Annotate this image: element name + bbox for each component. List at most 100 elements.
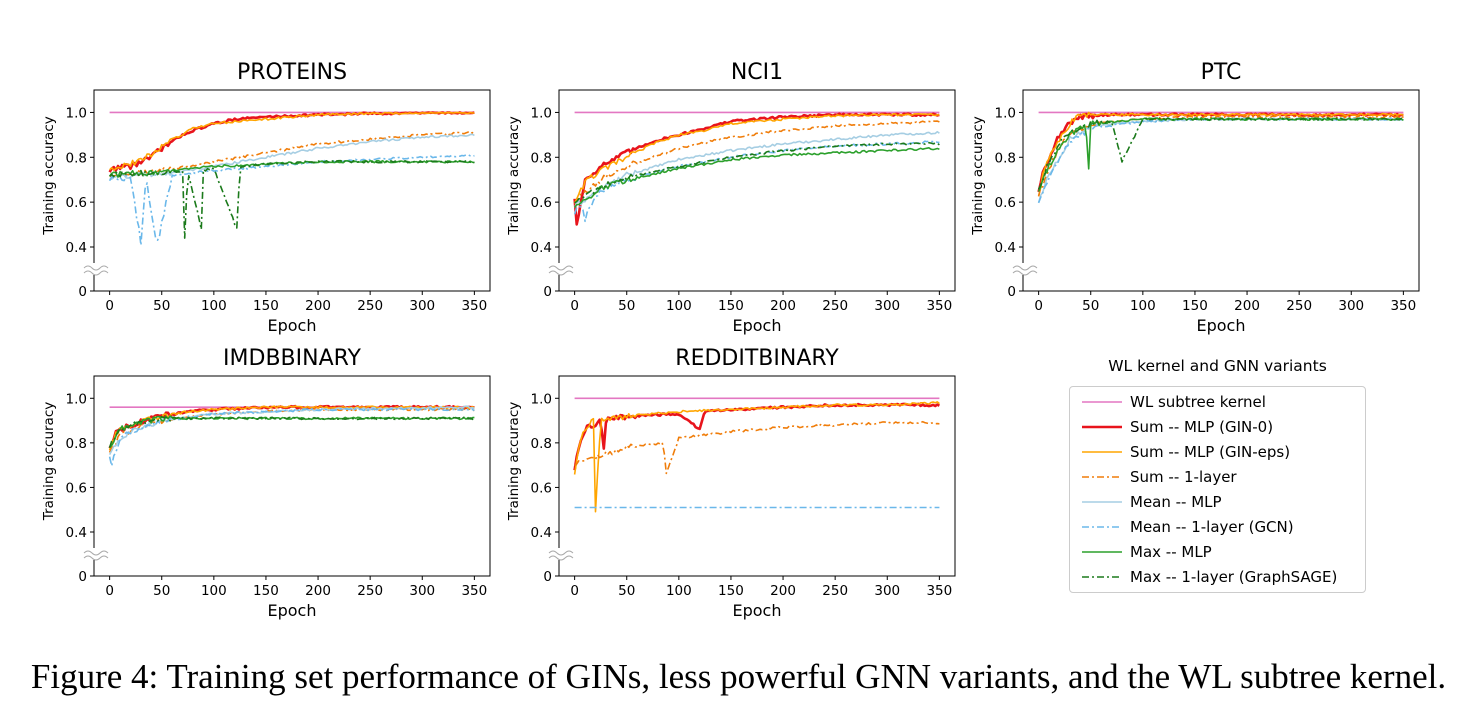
y-tick-label: 0.4 (531, 240, 552, 256)
axis-break-mark (83, 550, 109, 556)
legend-label: Mean -- 1-layer (GCN) (1130, 518, 1294, 536)
y-tick-label: 0 (1007, 284, 1016, 300)
chart-title: IMDBBINARY (223, 346, 361, 371)
legend-swatch-7 (1082, 576, 1122, 578)
chart-title: PTC (1201, 60, 1242, 85)
y-tick-label: 0 (78, 569, 87, 585)
x-tick-label: 150 (1182, 298, 1208, 314)
legend-item: Sum -- 1-layer (1078, 466, 1363, 488)
x-tick-label: 300 (409, 298, 435, 314)
y-axis-label: Training accuracy (970, 116, 986, 235)
x-axis-label: Epoch (268, 601, 317, 620)
series-line (108, 154, 475, 246)
axis-break-mark (1012, 265, 1038, 271)
x-axis-label: Epoch (733, 316, 782, 335)
x-tick-label: 200 (305, 583, 331, 599)
y-tick-label: 0.4 (995, 240, 1016, 256)
axis-break-mark (548, 265, 574, 271)
x-tick-label: 200 (305, 298, 331, 314)
x-tick-label: 50 (1082, 298, 1099, 314)
x-tick-label: 300 (1338, 298, 1364, 314)
x-tick-label: 150 (718, 298, 744, 314)
y-axis-label: Training accuracy (506, 116, 522, 235)
legend-item: Sum -- MLP (GIN-0) (1078, 416, 1363, 438)
legend-swatch-2 (1082, 451, 1122, 453)
legend-swatch-6 (1082, 551, 1122, 553)
x-tick-label: 350 (926, 298, 952, 314)
series-line (573, 401, 940, 513)
x-tick-label: 150 (718, 583, 744, 599)
legend-item: WL subtree kernel (1078, 391, 1363, 413)
y-tick-label: 0.6 (995, 195, 1016, 211)
chart-panel: IMDBBINARY Epoch Training accuracy 0 50 100 15… (41, 346, 491, 620)
x-tick-label: 350 (461, 298, 487, 314)
legend-label: Max -- MLP (1130, 543, 1212, 561)
series-line (1037, 111, 1404, 197)
y-tick-label: 0.8 (66, 150, 87, 166)
y-tick-label: 0.6 (66, 195, 87, 211)
x-tick-label: 150 (253, 583, 279, 599)
legend-label: Max -- 1-layer (GraphSAGE) (1130, 568, 1338, 586)
x-tick-label: 100 (666, 583, 692, 599)
legend-swatch-0 (1082, 401, 1122, 403)
series-line (1037, 117, 1404, 190)
x-tick-label: 0 (570, 583, 579, 599)
y-tick-label: 1.0 (995, 105, 1016, 121)
x-tick-label: 0 (1034, 298, 1043, 314)
x-tick-label: 350 (461, 583, 487, 599)
chart-title: NCI1 (731, 60, 783, 85)
legend-label: WL subtree kernel (1130, 393, 1266, 411)
series-line (573, 147, 940, 208)
y-tick-label: 0.4 (66, 525, 87, 541)
x-axis-label: Epoch (268, 316, 317, 335)
y-tick-label: 1.0 (66, 391, 87, 407)
x-tick-label: 200 (1234, 298, 1260, 314)
x-tick-label: 250 (1286, 298, 1312, 314)
x-tick-label: 300 (874, 583, 900, 599)
x-tick-label: 150 (253, 298, 279, 314)
axis-break-mark (548, 270, 574, 276)
x-tick-label: 0 (570, 298, 579, 314)
y-axis-label: Training accuracy (41, 402, 57, 521)
x-tick-label: 350 (1390, 298, 1416, 314)
series-line (573, 113, 940, 204)
legend: WL subtree kernel Sum -- MLP (GIN-0) Sum… (1069, 386, 1366, 593)
x-tick-label: 100 (666, 298, 692, 314)
x-tick-label: 100 (1130, 298, 1156, 314)
series-line (109, 111, 475, 171)
plot-frame (558, 89, 956, 292)
legend-item: Max -- MLP (1078, 541, 1363, 563)
legend-swatch-1 (1082, 425, 1122, 429)
legend-item: Mean -- MLP (1078, 491, 1363, 513)
y-tick-label: 0 (78, 284, 87, 300)
x-tick-label: 300 (874, 298, 900, 314)
chart-panel: NCI1 Epoch Training accuracy 0 50 100 150 200 25… (506, 60, 956, 335)
series-line (1037, 117, 1404, 204)
y-tick-label: 0.8 (995, 150, 1016, 166)
x-tick-label: 50 (618, 298, 635, 314)
y-tick-label: 0 (543, 569, 552, 585)
y-tick-label: 0.8 (66, 436, 87, 452)
series-line (1037, 117, 1404, 204)
series-line (573, 140, 940, 223)
x-tick-label: 250 (357, 583, 383, 599)
series-line (109, 159, 475, 239)
y-axis-label: Training accuracy (506, 402, 522, 521)
x-tick-label: 250 (357, 298, 383, 314)
legend-item: Mean -- 1-layer (GCN) (1078, 516, 1363, 538)
y-tick-label: 1.0 (66, 105, 87, 121)
legend-swatch-3 (1082, 476, 1122, 478)
series-line (108, 407, 475, 467)
x-tick-label: 100 (201, 583, 227, 599)
y-tick-label: 0.8 (531, 150, 552, 166)
x-tick-label: 200 (770, 298, 796, 314)
legend-label: Sum -- MLP (GIN-0) (1130, 418, 1274, 436)
series-line (108, 404, 475, 449)
legend-label: Sum -- MLP (GIN-eps) (1130, 443, 1291, 461)
y-tick-label: 0.6 (531, 195, 552, 211)
axis-break-mark (83, 270, 109, 276)
axis-break-mark (548, 555, 574, 561)
series-line (574, 120, 940, 204)
